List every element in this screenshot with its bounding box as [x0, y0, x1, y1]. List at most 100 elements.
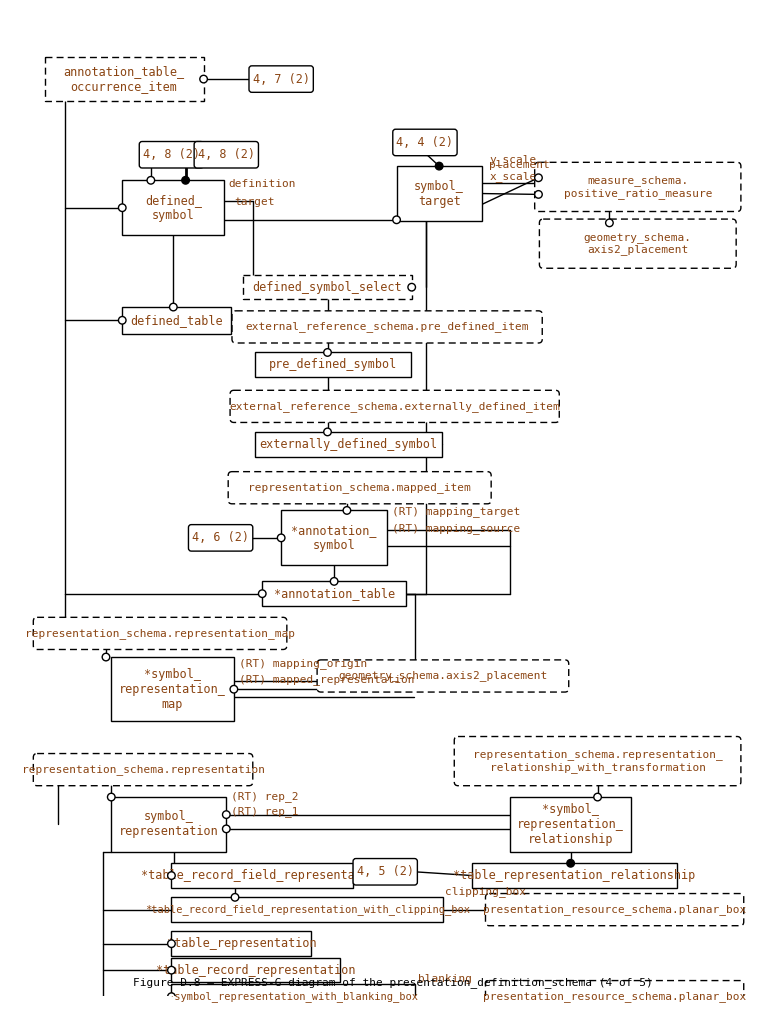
- Circle shape: [567, 860, 574, 867]
- FancyBboxPatch shape: [353, 859, 417, 885]
- Text: 4, 8 (2): 4, 8 (2): [198, 148, 255, 162]
- Circle shape: [199, 76, 207, 83]
- Text: presentation_resource_schema.planar_box: presentation_resource_schema.planar_box: [483, 991, 746, 1002]
- FancyBboxPatch shape: [540, 219, 736, 268]
- Circle shape: [169, 304, 177, 311]
- Text: placement: placement: [489, 161, 550, 170]
- Circle shape: [168, 992, 175, 1001]
- Bar: [111, 797, 226, 852]
- Text: (RT) mapping_target: (RT) mapping_target: [392, 507, 520, 517]
- Text: (RT) mapped_representation: (RT) mapped_representation: [239, 673, 414, 685]
- Text: (RT) rep_2: (RT) rep_2: [231, 792, 298, 802]
- FancyBboxPatch shape: [485, 893, 744, 926]
- Text: representation_schema.representation_map: representation_schema.representation_map: [25, 628, 295, 639]
- Text: symbol_
target: symbol_ target: [414, 179, 464, 207]
- Circle shape: [231, 893, 239, 901]
- Circle shape: [535, 191, 542, 198]
- Text: 4, 6 (2): 4, 6 (2): [192, 531, 249, 544]
- Text: target: target: [234, 197, 274, 206]
- Text: x_scale: x_scale: [489, 171, 536, 182]
- Text: defined_
symbol: defined_ symbol: [145, 194, 202, 222]
- Bar: [45, 57, 203, 100]
- Bar: [472, 863, 676, 888]
- Circle shape: [258, 589, 266, 598]
- Circle shape: [324, 349, 332, 356]
- Text: *annotation_
symbol: *annotation_ symbol: [291, 524, 377, 552]
- Circle shape: [182, 176, 189, 184]
- FancyBboxPatch shape: [230, 391, 560, 423]
- Circle shape: [408, 284, 415, 291]
- FancyBboxPatch shape: [535, 163, 741, 211]
- Bar: [281, 511, 387, 566]
- Text: *symbol_
representation_
relationship: *symbol_ representation_ relationship: [517, 803, 624, 846]
- Text: external_reference_schema.pre_defined_item: external_reference_schema.pre_defined_it…: [245, 321, 529, 333]
- Text: presentation_resource_schema.planar_box: presentation_resource_schema.planar_box: [483, 904, 746, 915]
- FancyBboxPatch shape: [485, 980, 744, 1013]
- Circle shape: [168, 940, 175, 948]
- Circle shape: [330, 578, 338, 585]
- Text: 4, 5 (2): 4, 5 (2): [356, 865, 414, 879]
- Circle shape: [223, 825, 230, 833]
- Bar: [510, 797, 632, 852]
- Circle shape: [535, 174, 542, 181]
- Circle shape: [393, 217, 400, 224]
- Text: defined_table: defined_table: [131, 314, 223, 326]
- Text: 4, 8 (2): 4, 8 (2): [143, 148, 200, 162]
- Bar: [172, 958, 340, 982]
- Bar: [397, 166, 482, 221]
- Text: representation_schema.representation_
relationship_with_transformation: representation_schema.representation_ re…: [473, 749, 723, 773]
- Text: (RT) rep_1: (RT) rep_1: [231, 806, 298, 816]
- Text: *table_record_field_representation_with_clipping_box: *table_record_field_representation_with_…: [145, 904, 470, 915]
- FancyBboxPatch shape: [455, 737, 741, 785]
- Circle shape: [223, 811, 230, 818]
- FancyBboxPatch shape: [189, 524, 253, 551]
- Bar: [172, 863, 353, 888]
- FancyBboxPatch shape: [232, 311, 542, 343]
- Text: representation_schema.mapped_item: representation_schema.mapped_item: [248, 483, 471, 493]
- Circle shape: [230, 686, 237, 693]
- Bar: [254, 432, 442, 457]
- FancyBboxPatch shape: [33, 753, 253, 785]
- Bar: [262, 581, 406, 606]
- Bar: [122, 180, 224, 235]
- Text: clipping_box: clipping_box: [444, 887, 526, 897]
- Text: *symbol_
representation_
map: *symbol_ representation_ map: [119, 668, 226, 711]
- Circle shape: [102, 654, 110, 661]
- Bar: [172, 931, 312, 956]
- Text: annotation_table_
occurrence_item: annotation_table_ occurrence_item: [63, 65, 185, 93]
- FancyBboxPatch shape: [249, 66, 313, 92]
- Text: symbol_
representation: symbol_ representation: [119, 810, 219, 838]
- Bar: [172, 984, 414, 1009]
- Bar: [111, 657, 234, 721]
- Bar: [172, 897, 443, 922]
- Text: *annotation_table: *annotation_table: [274, 587, 395, 600]
- Text: externally_defined_symbol: externally_defined_symbol: [259, 438, 438, 451]
- Text: (RT) mapping_origin: (RT) mapping_origin: [239, 658, 367, 669]
- Text: *table_record_field_representation: *table_record_field_representation: [141, 869, 383, 882]
- Text: representation_schema.representation: representation_schema.representation: [22, 765, 264, 775]
- Text: (RT) mapping_source: (RT) mapping_source: [392, 523, 520, 534]
- Text: blanking: blanking: [418, 974, 472, 984]
- Text: *table_record_representation: *table_record_representation: [156, 963, 356, 977]
- Circle shape: [324, 428, 332, 436]
- FancyBboxPatch shape: [194, 142, 258, 168]
- Circle shape: [605, 219, 613, 227]
- Circle shape: [343, 507, 351, 514]
- Text: 4, 7 (2): 4, 7 (2): [253, 73, 310, 86]
- Bar: [243, 275, 412, 299]
- FancyBboxPatch shape: [393, 130, 457, 155]
- FancyBboxPatch shape: [139, 142, 203, 168]
- Text: external_reference_schema.externally_defined_item: external_reference_schema.externally_def…: [230, 401, 560, 412]
- Circle shape: [147, 176, 155, 184]
- Circle shape: [107, 794, 115, 801]
- Circle shape: [168, 967, 175, 974]
- Circle shape: [118, 317, 126, 324]
- Circle shape: [435, 163, 443, 170]
- Text: geometry_schema.
axis2_placement: geometry_schema. axis2_placement: [584, 232, 692, 256]
- Text: 4, 4 (2): 4, 4 (2): [397, 136, 454, 149]
- Text: Figure D.8 — EXPRESS-G diagram of the presentation_definition_schema (4 of 5): Figure D.8 — EXPRESS-G diagram of the pr…: [134, 977, 653, 988]
- FancyBboxPatch shape: [228, 471, 491, 503]
- FancyBboxPatch shape: [33, 617, 287, 650]
- Text: y_scale: y_scale: [489, 154, 536, 166]
- Text: pre_defined_symbol: pre_defined_symbol: [268, 358, 397, 371]
